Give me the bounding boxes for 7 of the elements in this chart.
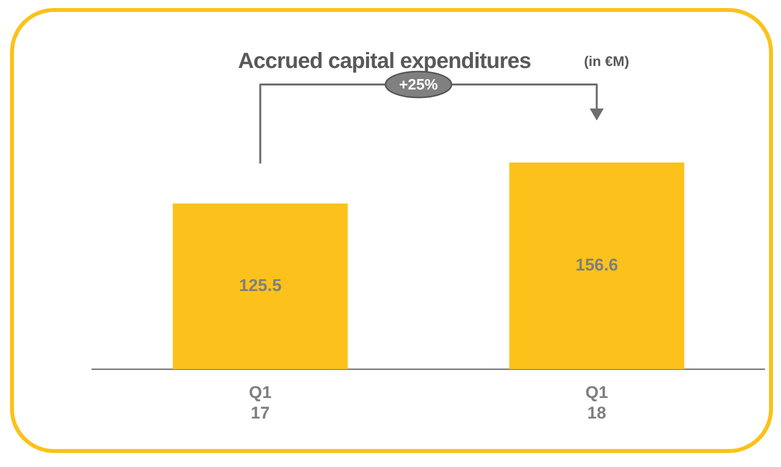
x-tick-label: Q1 18 xyxy=(585,383,608,422)
text: +25% xyxy=(399,76,438,94)
chart-subtitle: (in €M) xyxy=(584,53,630,69)
chart-title: Accrued capital expenditures xyxy=(238,48,531,74)
data-label: 156.6 xyxy=(575,256,618,275)
x-tick-label: Q1 17 xyxy=(248,383,272,422)
data-label: 125.5 xyxy=(238,276,282,296)
